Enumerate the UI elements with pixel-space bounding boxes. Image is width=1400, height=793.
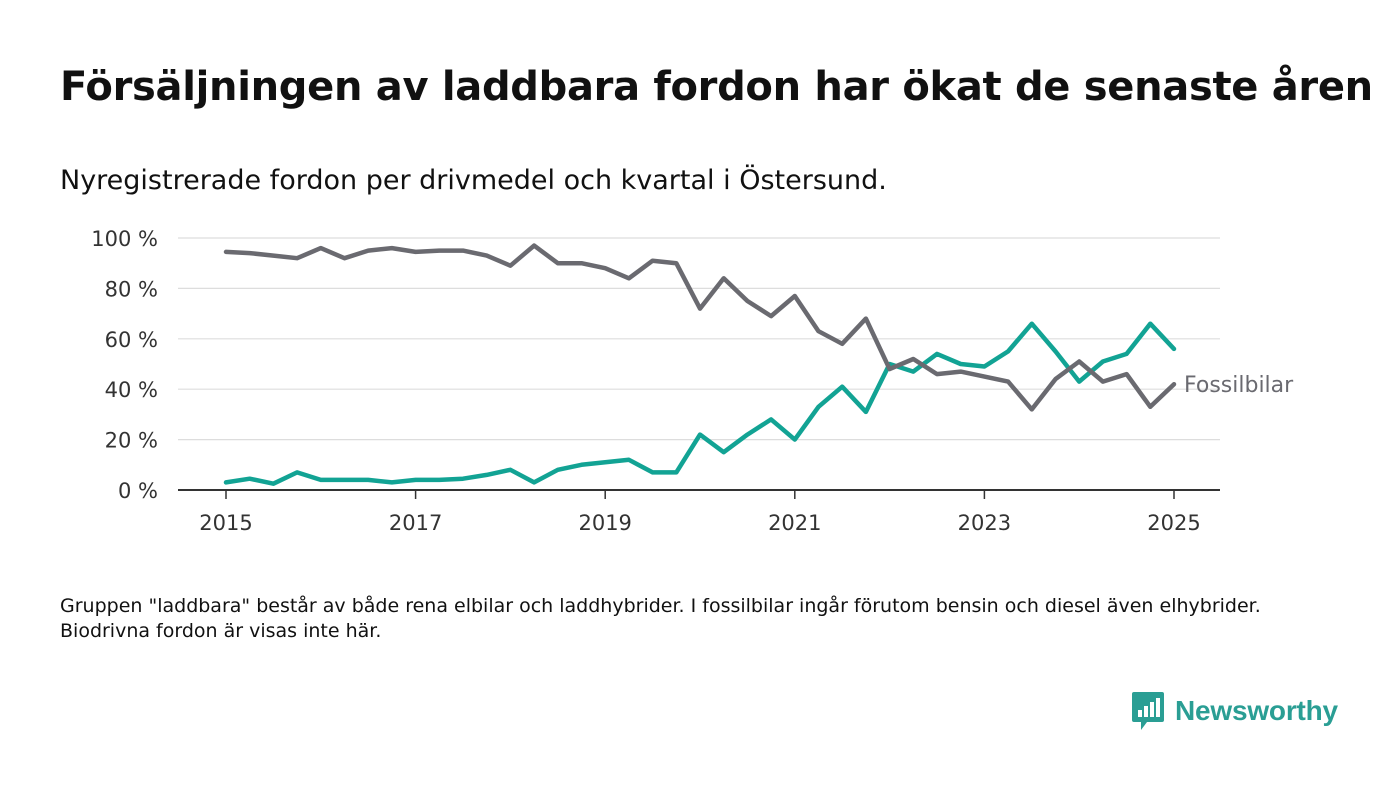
y-tick-label: 80 % <box>105 277 158 301</box>
x-tick-label: 2015 <box>199 511 252 535</box>
x-tick-label: 2025 <box>1147 511 1200 535</box>
y-tick-label: 100 % <box>91 227 158 251</box>
chart-footnote: Gruppen "laddbara" består av både rena e… <box>60 595 1261 642</box>
chart-subtitle: Nyregistrerade fordon per drivmedel och … <box>60 165 887 196</box>
x-tick-label: 2019 <box>578 511 631 535</box>
y-axis: 0 % 20 % 40 % 60 % 80 % 100 % <box>91 227 158 503</box>
series-line-laddbara <box>223 321 1177 486</box>
y-tick-label: 20 % <box>105 429 158 453</box>
x-tick-label: 2017 <box>389 511 442 535</box>
series-labels: Fossilbilar <box>1184 373 1294 398</box>
x-tick-label: 2023 <box>958 511 1011 535</box>
x-axis: 2015 2017 2019 2021 2023 2025 <box>199 490 1201 535</box>
line-chart: 0 % 20 % 40 % 60 % 80 % 100 % 2015 2017 2019 202… <box>91 227 1294 535</box>
newsworthy-logo-icon <box>1132 692 1164 730</box>
x-tick-label: 2021 <box>768 511 821 535</box>
y-tick-label: 40 % <box>105 378 158 402</box>
y-tick-label: 0 % <box>118 479 158 503</box>
series-label: Fossilbilar <box>1184 373 1294 398</box>
series-line-fossilbilar <box>223 243 1177 412</box>
y-tick-label: 60 % <box>105 328 158 352</box>
chart-series <box>223 243 1177 486</box>
brand-name: Newsworthy <box>1175 695 1338 726</box>
chart-title: Försäljningen av laddbara fordon har öka… <box>60 64 1373 110</box>
newsworthy-logo[interactable]: Newsworthy <box>1131 690 1338 732</box>
